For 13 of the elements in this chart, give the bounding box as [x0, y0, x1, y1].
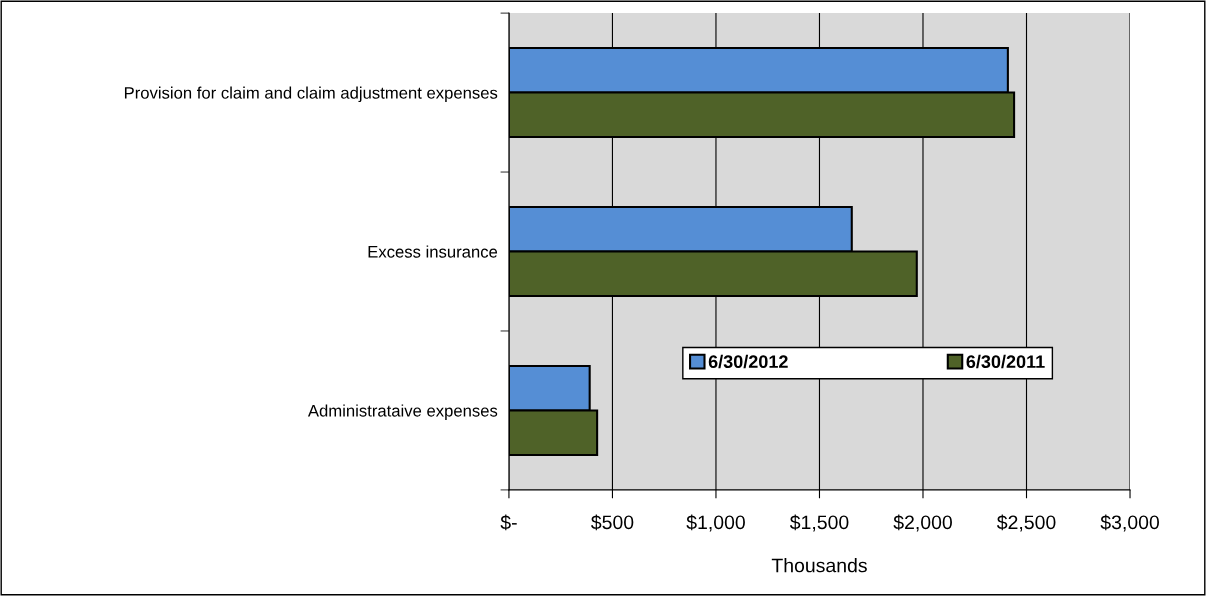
y-tick-label: Administrataive expenses — [307, 404, 498, 420]
x-tick-label: $- — [500, 514, 517, 531]
y-tick-label: Provision for claim and claim adjustment expenses — [124, 86, 498, 103]
x-axis-title: Thousands — [771, 558, 867, 573]
x-tick-label: $500 — [591, 514, 634, 531]
legend-label: 6/30/2012 — [708, 354, 788, 369]
x-tick-label: $1,500 — [789, 514, 849, 532]
x-tick-label: $1,000 — [686, 514, 745, 532]
x-tick-label: $3,000 — [1100, 514, 1159, 532]
x-tick-label: $2,000 — [893, 514, 952, 532]
legend-label: 6/30/2011 — [966, 354, 1045, 369]
x-tick-label: $2,500 — [996, 514, 1056, 532]
y-tick-label: Excess insurance — [368, 245, 498, 258]
